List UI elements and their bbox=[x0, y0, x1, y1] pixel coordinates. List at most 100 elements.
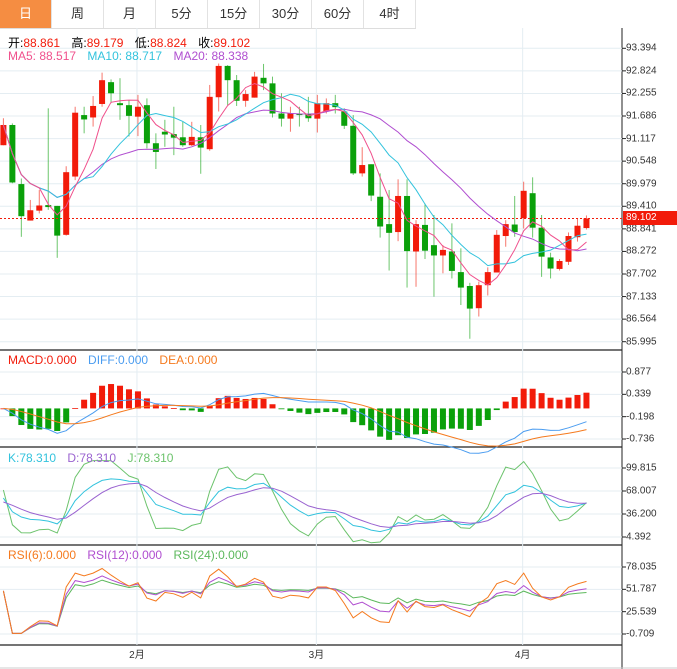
candle-up bbox=[36, 205, 43, 211]
candle-up bbox=[583, 218, 590, 229]
macd-bar bbox=[233, 397, 240, 409]
macd-bar bbox=[493, 408, 500, 411]
candle-up bbox=[574, 225, 581, 238]
price-axis-label: 87.702 bbox=[626, 268, 657, 280]
tab-5min[interactable]: 5分 bbox=[156, 0, 208, 28]
macd-bar bbox=[565, 397, 572, 409]
x-axis-label: 3月 bbox=[308, 650, 325, 661]
diff-line bbox=[3, 392, 587, 454]
candle-down bbox=[233, 80, 240, 101]
candle-up bbox=[475, 285, 482, 309]
macd-bar bbox=[520, 388, 527, 409]
rsi24-value: RSI(24):0.000 bbox=[173, 548, 249, 562]
candle-down bbox=[466, 285, 473, 309]
macd-bar bbox=[529, 388, 536, 409]
macd-bar bbox=[170, 408, 177, 409]
candle-down bbox=[18, 184, 25, 217]
candle-up bbox=[134, 106, 141, 117]
macd-bar bbox=[439, 408, 446, 430]
candle-down bbox=[269, 83, 276, 114]
candle-down bbox=[161, 131, 168, 135]
x-axis-label: 2月 bbox=[129, 650, 145, 661]
tab-30min[interactable]: 30分 bbox=[260, 0, 312, 28]
candle-up bbox=[439, 249, 446, 256]
macd-bar bbox=[305, 408, 312, 415]
rsi24-line bbox=[2, 579, 587, 634]
candle-up bbox=[27, 210, 34, 221]
macd-bar bbox=[448, 408, 455, 429]
macd-axis-label: -0.198 bbox=[626, 411, 655, 423]
ma5-line bbox=[2, 82, 587, 286]
macd-bar bbox=[332, 408, 339, 412]
macd-bar bbox=[538, 393, 545, 409]
rsi-axis-label: -0.709 bbox=[626, 628, 655, 640]
period-tabs: 日 周 月 5分 15分 30分 60分 4时 bbox=[0, 0, 416, 29]
macd-bar bbox=[179, 408, 186, 411]
candle-down bbox=[350, 125, 357, 174]
candle-up bbox=[206, 96, 213, 150]
rsi-legend: RSI(6):0.000 RSI(12):0.000 RSI(24):0.000 bbox=[8, 548, 256, 562]
macd-bar bbox=[63, 408, 70, 423]
macd-bar bbox=[323, 408, 330, 413]
price-axis-label: 86.564 bbox=[626, 313, 657, 325]
macd-bar bbox=[404, 408, 411, 439]
tab-day[interactable]: 日 bbox=[0, 0, 52, 28]
candle-down bbox=[529, 193, 536, 228]
candle-down bbox=[448, 251, 455, 271]
candle-up bbox=[395, 195, 402, 233]
macd-bar bbox=[511, 397, 518, 409]
candle-up bbox=[484, 272, 491, 286]
kdj-axis-label: 99.815 bbox=[626, 462, 657, 474]
j-line bbox=[2, 460, 587, 544]
macd-bar bbox=[206, 405, 213, 409]
k-line bbox=[2, 478, 587, 533]
ma20-line bbox=[2, 108, 587, 252]
tab-week[interactable]: 周 bbox=[52, 0, 104, 28]
tab-60min[interactable]: 60分 bbox=[312, 0, 364, 28]
macd-bar bbox=[278, 408, 285, 410]
macd-bar bbox=[215, 398, 222, 409]
macd-bar bbox=[314, 408, 321, 413]
price-axis-label: 85.995 bbox=[626, 336, 657, 348]
candle-up bbox=[556, 261, 563, 269]
tab-15min[interactable]: 15分 bbox=[208, 0, 260, 28]
candle-down bbox=[421, 224, 428, 251]
d-value: D:78.310 bbox=[67, 451, 117, 465]
close-label: 收: bbox=[198, 36, 214, 50]
candle-up bbox=[99, 80, 106, 104]
rsi-axis-label: 25.539 bbox=[626, 606, 657, 618]
kdj-axis-label: 4.392 bbox=[626, 531, 652, 543]
candle-up bbox=[90, 105, 97, 118]
macd-bar bbox=[143, 398, 150, 409]
open-value: 88.861 bbox=[23, 36, 61, 50]
macd-bar bbox=[197, 408, 204, 412]
high-value: 89.179 bbox=[86, 36, 124, 50]
macd-bar bbox=[556, 399, 563, 409]
candle-up bbox=[242, 94, 249, 101]
price-axis-label: 93.394 bbox=[626, 42, 657, 54]
dea-line bbox=[3, 397, 587, 447]
candle-down bbox=[278, 113, 285, 119]
macd-bar bbox=[269, 404, 276, 409]
candle-down bbox=[511, 224, 518, 233]
price-axis-label: 89.979 bbox=[626, 178, 657, 190]
candle-up bbox=[493, 234, 500, 273]
candle-up bbox=[215, 65, 222, 98]
ohlc-legend: 开:88.861 高:89.179 低:88.824 收:89.102 bbox=[8, 34, 258, 51]
macd-legend: MACD:0.000 DIFF:0.000 DEA:0.000 bbox=[8, 353, 225, 367]
tab-month[interactable]: 月 bbox=[104, 0, 156, 28]
macd-bar bbox=[386, 408, 393, 440]
macd-bar bbox=[125, 389, 132, 409]
candle-down bbox=[538, 227, 545, 257]
ma10-value: MA10: 88.717 bbox=[87, 49, 163, 63]
macd-value: MACD:0.000 bbox=[8, 353, 77, 367]
tab-4hour[interactable]: 4时 bbox=[364, 0, 416, 28]
high-label: 高: bbox=[71, 36, 87, 50]
kdj-axis-label: 68.007 bbox=[626, 485, 657, 497]
kdj-axis-label: 36.200 bbox=[626, 508, 657, 520]
price-axis-label: 92.824 bbox=[626, 65, 657, 77]
macd-axis-label: 0.877 bbox=[626, 366, 652, 378]
candle-down bbox=[368, 164, 375, 196]
macd-bar bbox=[377, 408, 384, 437]
